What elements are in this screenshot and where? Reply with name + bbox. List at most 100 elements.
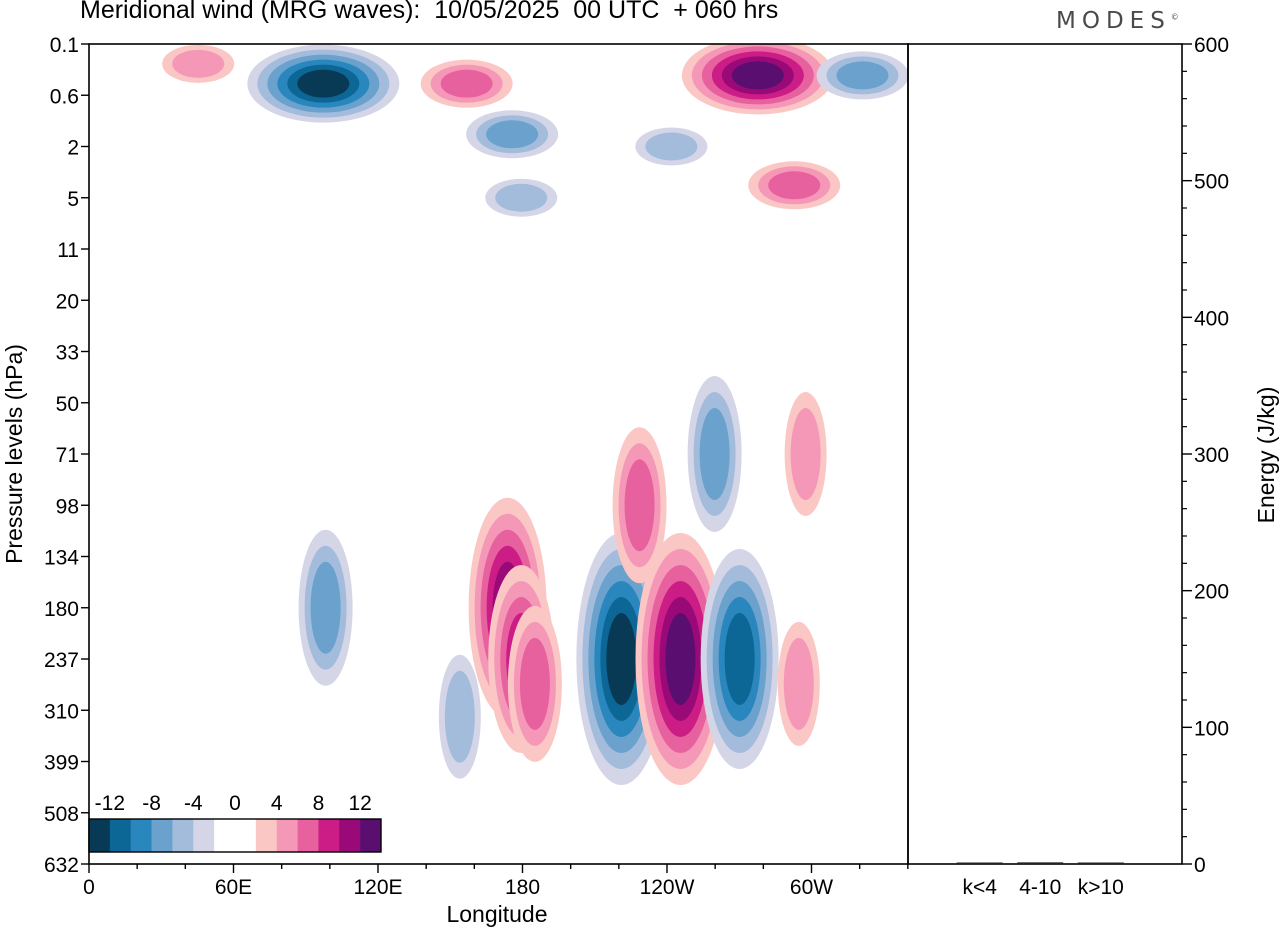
colorbar-swatch: [109, 819, 132, 852]
x-axis-label: Longitude: [446, 901, 547, 927]
x-tick-label: 120E: [353, 876, 402, 899]
heatmap-contour: [790, 408, 821, 500]
colorbar-swatch: [318, 819, 340, 852]
heatmap-contour: [172, 49, 225, 78]
heatmap-contour: [836, 61, 889, 90]
heatmap-cell: [438, 654, 481, 779]
heatmap-cell: [635, 533, 726, 785]
heatmap-cell: [777, 621, 820, 746]
heatmap-contour: [606, 613, 637, 705]
energy-panel-frame: [907, 43, 1183, 865]
heatmap-cell: [681, 44, 834, 115]
y-tick-label: 71: [56, 444, 79, 467]
heatmap-contour: [519, 637, 550, 730]
energy-category-label: k>10: [1078, 876, 1124, 899]
heatmap-contour: [768, 171, 821, 200]
heatmap-cell: [247, 44, 400, 123]
energy-tick-label: 0: [1194, 854, 1206, 877]
heatmap-contour: [624, 459, 655, 552]
heatmap-contour: [699, 408, 730, 500]
colorbar-swatch: [193, 819, 215, 852]
energy-tick-label: 300: [1194, 444, 1229, 467]
energy-tick-label: 100: [1194, 717, 1229, 740]
heatmap-contour: [731, 61, 784, 90]
y-tick-label: 399: [44, 752, 79, 775]
heatmap-cell: [748, 161, 841, 210]
x-tick-label: 60W: [790, 876, 833, 899]
x-tick-label: 180: [505, 876, 540, 899]
y-tick-label: 237: [44, 649, 79, 672]
colorbar-label: 4: [271, 792, 283, 815]
energy-bar: [956, 862, 1003, 864]
energy-category-label: 4-10: [1019, 876, 1061, 899]
colorbar-swatch: [255, 819, 278, 852]
heatmap-cell: [162, 44, 235, 83]
colorbar-swatch: [276, 819, 298, 852]
heatmap-contour: [440, 69, 493, 98]
colorbar-label: -4: [184, 792, 203, 815]
energy-tick-label: 600: [1194, 34, 1229, 57]
colorbar-swatch: [360, 819, 382, 852]
heatmap-cell: [700, 549, 779, 769]
y-tick-label: 134: [44, 547, 79, 570]
heatmap-cell: [784, 392, 827, 516]
colorbar-swatch: [151, 819, 173, 852]
energy-bar: [1077, 862, 1124, 864]
colorbar-swatch: [297, 819, 319, 852]
y-tick-label: 632: [44, 854, 79, 877]
energy-tick-label: 500: [1194, 171, 1229, 194]
colorbar-swatch: [235, 819, 257, 852]
y-tick-label: 508: [44, 803, 79, 826]
y-tick-label: 180: [44, 598, 79, 621]
colorbar-label: 12: [348, 792, 371, 815]
colorbar-frame: [88, 818, 382, 853]
y-tick-label: 0.6: [50, 85, 79, 108]
heatmap-cell: [635, 127, 708, 166]
heatmap-cell: [687, 376, 742, 532]
heatmap-cell: [485, 178, 558, 217]
y-tick-label: 2: [67, 137, 79, 160]
y-tick-label: 0.1: [50, 34, 79, 57]
heatmap-contour: [724, 613, 755, 705]
energy-tick-label: 200: [1194, 581, 1229, 604]
heatmap-cell: [816, 51, 908, 100]
heatmap-contour: [486, 120, 539, 149]
heatmap-contour: [310, 561, 341, 654]
colorbar-swatch: [172, 819, 194, 852]
heatmap-cell: [612, 427, 667, 584]
x-tick-label: 120W: [640, 876, 695, 899]
chart-title: Meridional wind (MRG waves): 10/05/2025 …: [80, 0, 779, 24]
heatmap-contour: [297, 69, 350, 98]
x-tick-label: 60E: [215, 876, 252, 899]
y-tick-label: 20: [56, 290, 79, 313]
colorbar-swatch: [130, 819, 152, 852]
energy-axis-label: Energy (J/kg): [1253, 387, 1279, 524]
modes-logo: MODES©: [1056, 8, 1179, 34]
x-tick-label: 0: [83, 876, 95, 899]
heatmap-cell: [420, 59, 513, 108]
logo-mark: ©: [1170, 12, 1179, 22]
y-tick-label: 50: [56, 393, 79, 416]
y-tick-label: 11: [57, 239, 79, 262]
colorbar-label: -8: [142, 792, 161, 815]
colorbar-label: -12: [95, 792, 125, 815]
energy-bar: [1017, 862, 1064, 864]
y-tick-label: 5: [67, 188, 79, 211]
colorbar-swatch: [339, 819, 361, 852]
heatmap-contour: [444, 670, 475, 763]
y-tick-label: 33: [56, 342, 79, 365]
heatmap-contour: [495, 183, 548, 212]
energy-category-label: k<4: [962, 876, 997, 899]
heatmap-field: [162, 44, 908, 785]
colorbar-swatch: [89, 819, 111, 852]
colorbar-swatch: [214, 819, 236, 852]
y-tick-label: 98: [56, 495, 79, 518]
heatmap-contour: [783, 637, 814, 730]
heatmap-contour: [665, 613, 696, 705]
energy-tick-label: 400: [1194, 307, 1229, 330]
logo-text: MODES: [1056, 8, 1171, 34]
heatmap-cell: [466, 110, 559, 159]
heatmap-contour: [645, 132, 698, 161]
heatmap-cell: [298, 529, 353, 686]
